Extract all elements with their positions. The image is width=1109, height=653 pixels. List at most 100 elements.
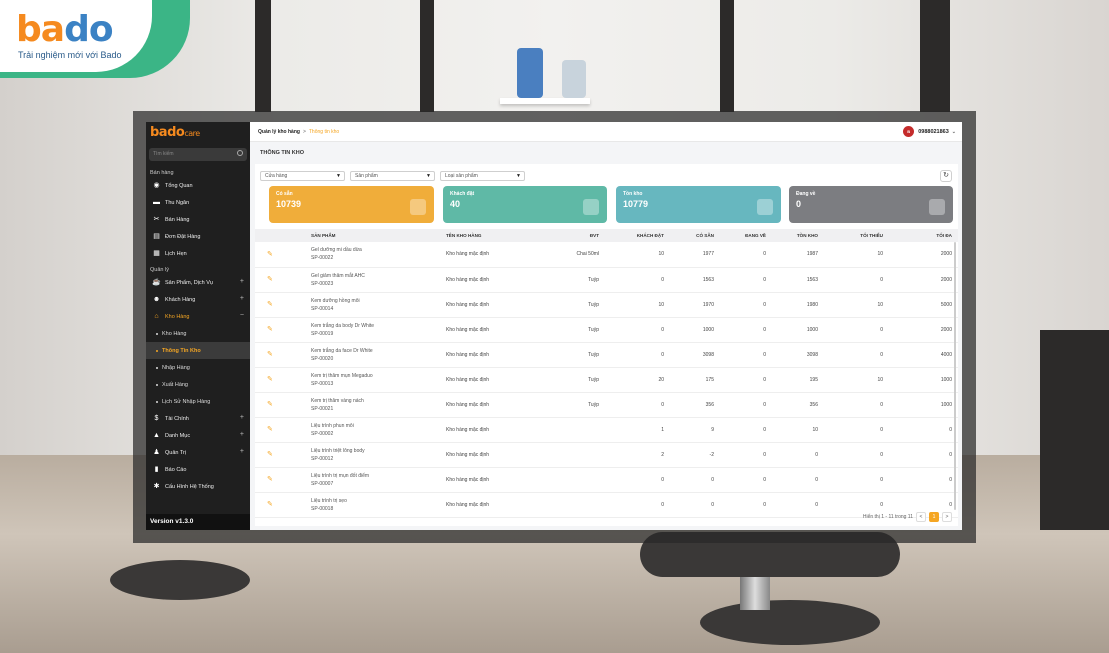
refresh-button[interactable]: ↻: [940, 170, 952, 182]
breadcrumb-parent[interactable]: Quản lý kho hàng: [258, 128, 300, 135]
sidebar-item[interactable]: $ Tài Chính +: [146, 410, 250, 427]
edit-pencil-icon[interactable]: ✎: [267, 401, 273, 408]
bullet-icon: [156, 400, 158, 403]
edit-pencil-icon[interactable]: ✎: [267, 476, 273, 483]
warehouse-icon: ⌂: [154, 313, 159, 320]
table-cell: 1987: [772, 242, 824, 268]
bullet-icon: [156, 332, 158, 335]
page-title: THÔNG TIN KHO: [260, 150, 304, 156]
table-cell: [545, 417, 605, 443]
expand-toggle-icon[interactable]: −: [239, 312, 244, 319]
sidebar-item[interactable]: ✱ Cấu Hình Hệ Thống: [146, 478, 250, 495]
table-cell: 0: [824, 342, 889, 368]
sidebar-subitem[interactable]: Lịch Sử Nhập Hàng: [146, 393, 250, 410]
sidebar-subitem[interactable]: Kho Hàng: [146, 325, 250, 342]
table-cell: 0: [605, 467, 670, 493]
pager-page-button[interactable]: 1: [929, 512, 939, 522]
expand-toggle-icon[interactable]: +: [239, 278, 244, 285]
table-cell: Kho hàng mặc định: [440, 317, 545, 343]
product-code: SP-00018: [311, 505, 334, 512]
sidebar-item-label: Danh Mục: [165, 432, 191, 439]
expand-toggle-icon[interactable]: +: [239, 295, 244, 302]
table-row[interactable]: ✎ Kem trị thâm mụn Megaduo SP-00013 Kho hàn…: [255, 367, 958, 393]
product-cell: Gel dưỡng mi dầu dừa SP-00022: [305, 242, 440, 268]
table-row[interactable]: ✎ Liệu trình phun môi SP-00002 Kho hàng mặc…: [255, 417, 958, 443]
caret-down-icon: ▼: [516, 173, 521, 179]
sidebar-item[interactable]: ◉ Tổng Quan: [146, 177, 250, 194]
user-menu[interactable]: B 0988021863 ⌄: [903, 126, 956, 137]
table-cell: Kho hàng mặc định: [440, 417, 545, 443]
table-cell: Tuýp: [545, 317, 605, 343]
sidebar-search-input[interactable]: Tìm kiếm: [149, 148, 247, 161]
table-cell: 2: [605, 442, 670, 468]
chair-base: [700, 600, 880, 645]
table-cell: 1970: [670, 292, 720, 318]
table-cell: 0: [889, 417, 958, 443]
sidebar-item[interactable]: ☻ Khách Hàng +: [146, 291, 250, 308]
sidebar-section-manage: Quản lý: [150, 267, 169, 273]
edit-pencil-icon[interactable]: ✎: [267, 250, 273, 258]
table-row[interactable]: ✎ Gel giảm thâm mắt AHC SP-00023 Kho hàng m…: [255, 267, 958, 293]
product-name: Kem trắng da face Dr White: [311, 347, 373, 354]
product-type-select[interactable]: Loại sản phẩm ▼: [440, 171, 525, 181]
column-header: Có sẵn: [670, 229, 720, 242]
table-row[interactable]: ✎ Gel dưỡng mi dầu dừa SP-00022 Kho hàng mặ…: [255, 242, 958, 268]
pager-prev-button[interactable]: <: [916, 512, 926, 522]
table-row[interactable]: ✎ Kem trị thâm vàng nách SP-00021 Kho hàng …: [255, 392, 958, 418]
table-row[interactable]: ✎ Liệu trình trị mụn đốt điểm SP-00007 Kho …: [255, 467, 958, 493]
warehouse-icon: [757, 199, 773, 215]
expand-toggle-icon[interactable]: +: [239, 448, 244, 455]
table-cell: 0: [720, 267, 772, 293]
sidebar-item[interactable]: ▦ Lịch Hẹn: [146, 245, 250, 262]
column-header: Khách đặt: [605, 229, 670, 242]
pagination: Hiển thị 1 - 11 trong 11 < 1 >: [863, 512, 952, 522]
admin-icon: ♟: [153, 449, 160, 456]
sidebar-subitem[interactable]: Nhập Hàng: [146, 359, 250, 376]
expand-toggle-icon[interactable]: +: [239, 431, 244, 438]
table-cell: 0: [889, 467, 958, 493]
sidebar-item[interactable]: ⌂ Kho Hàng −: [146, 308, 250, 325]
sidebar-item[interactable]: ☕ Sản Phẩm, Dịch Vụ +: [146, 274, 250, 291]
table-row[interactable]: ✎ Kem trắng da face Dr White SP-00020 Kho h…: [255, 342, 958, 368]
edit-pencil-icon[interactable]: ✎: [267, 426, 273, 433]
sidebar-item[interactable]: ♟ Quản Trị +: [146, 444, 250, 461]
sidebar-subitem-label: Nhập Hàng: [162, 364, 190, 371]
table-row[interactable]: ✎ Kem trắng da body Dr White SP-00019 Kho h…: [255, 317, 958, 343]
category-icon: ▲: [153, 432, 160, 439]
edit-pencil-icon[interactable]: ✎: [267, 326, 273, 333]
table-row[interactable]: ✎ Kem dưỡng hồng môi SP-00014 Kho hàng mặc …: [255, 292, 958, 318]
sidebar-item[interactable]: ▮ Báo Cáo: [146, 461, 250, 478]
mirror-frame: [720, 0, 734, 112]
sidebar-item[interactable]: ▤ Đơn Đặt Hàng: [146, 228, 250, 245]
sidebar-item[interactable]: ▬ Thu Ngân: [146, 194, 250, 211]
expand-toggle-icon[interactable]: +: [239, 414, 244, 421]
sidebar-item[interactable]: ▲ Danh Mục +: [146, 427, 250, 444]
store-select[interactable]: Cửa hàng ▼: [260, 171, 345, 181]
table-cell: Kho hàng mặc định: [440, 392, 545, 418]
edit-pencil-icon[interactable]: ✎: [267, 451, 273, 458]
box-icon: [410, 199, 426, 215]
refresh-icon: ↻: [943, 172, 949, 179]
table-row[interactable]: ✎ Liệu trình triệt lông body SP-00012 Kho h…: [255, 442, 958, 468]
edit-pencil-icon[interactable]: ✎: [267, 501, 273, 508]
table-cell: 1000: [772, 317, 824, 343]
table-scrollbar[interactable]: [954, 242, 956, 510]
table-cell: 0: [720, 242, 772, 268]
sidebar-subitem[interactable]: Thông Tin Kho: [146, 342, 250, 359]
table-row[interactable]: ✎ Liệu trình trị sẹo SP-00018 Kho hàng mặc …: [255, 492, 958, 518]
edit-cell: ✎: [255, 392, 305, 418]
edit-pencil-icon[interactable]: ✎: [267, 351, 273, 358]
customers-icon: ☻: [152, 296, 161, 303]
filter-bar: Cửa hàng ▼ Sản phẩm ▼ Loại sản phẩm ▼: [260, 171, 525, 181]
sidebar-item-label: Khách Hàng: [165, 296, 196, 303]
table-cell: Kho hàng mặc định: [440, 242, 545, 268]
sidebar-subitem[interactable]: Xuất Hàng: [146, 376, 250, 393]
product-select[interactable]: Sản phẩm ▼: [350, 171, 435, 181]
edit-pencil-icon[interactable]: ✎: [267, 301, 273, 308]
edit-pencil-icon[interactable]: ✎: [267, 376, 273, 383]
sidebar-item[interactable]: ✂ Bán Hàng: [146, 211, 250, 228]
table-cell: 0: [824, 442, 889, 468]
edit-pencil-icon[interactable]: ✎: [267, 276, 273, 283]
pager-next-button[interactable]: >: [942, 512, 952, 522]
sidebar-logo[interactable]: badocare: [150, 125, 200, 140]
